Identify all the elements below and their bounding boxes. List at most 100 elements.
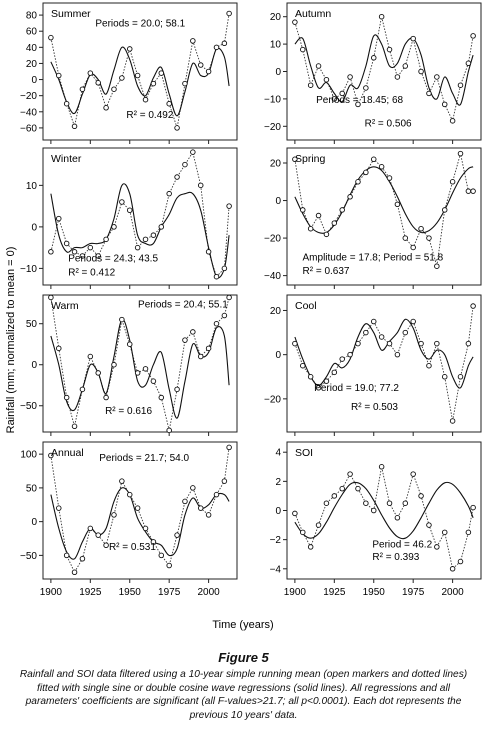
annotation-summer: R² = 0.492 bbox=[126, 110, 173, 121]
observed-point-annual bbox=[119, 478, 125, 484]
observed-point-warm bbox=[174, 386, 180, 393]
observed-point-cool bbox=[449, 418, 456, 424]
observed-point-annual bbox=[134, 505, 141, 511]
observed-point-winter bbox=[87, 244, 94, 251]
y-tick-label-soi: −2 bbox=[270, 535, 282, 546]
x-tick-label-annual: 1950 bbox=[119, 587, 142, 598]
panel-warm: −50 0 50 Warm Periods = 20.4; 55.1 R² = 0.616 bbox=[20, 294, 238, 436]
y-tick-label-summer: −20 bbox=[20, 91, 37, 102]
y-tick-label-annual: 50 bbox=[26, 483, 38, 494]
observed-point-spring bbox=[315, 212, 322, 219]
observed-point-annual bbox=[103, 542, 109, 549]
observed-point-warm bbox=[126, 341, 133, 347]
observed-point-soi bbox=[449, 566, 456, 572]
x-tick-label-annual: 1900 bbox=[40, 587, 63, 598]
observed-point-summer bbox=[190, 38, 196, 44]
observed-point-cool bbox=[386, 340, 393, 347]
y-tick-label-annual: 0 bbox=[31, 517, 37, 528]
observed-point-winter bbox=[221, 265, 228, 272]
fitted-curve-soi bbox=[294, 481, 474, 540]
annotation-cool: Period = 19.0; 77.2 bbox=[314, 383, 399, 394]
observed-point-warm bbox=[48, 294, 54, 301]
panel-spring: −40 −20 0 20 Spring Amplitude = 17.8; Period … bbox=[264, 147, 482, 289]
observed-point-cool bbox=[370, 318, 377, 325]
panel-title-annual: Annual bbox=[51, 447, 84, 459]
observed-line-spring bbox=[294, 153, 474, 267]
annotation-autumn: R² = 0.506 bbox=[365, 118, 412, 129]
observed-point-winter bbox=[48, 249, 54, 255]
observed-point-soi bbox=[470, 504, 476, 511]
observed-point-annual bbox=[158, 552, 165, 559]
observed-point-cool bbox=[315, 385, 322, 391]
observed-point-summer bbox=[71, 123, 78, 130]
observed-point-autumn bbox=[434, 74, 440, 80]
observed-point-warm bbox=[79, 386, 86, 393]
observed-point-warm bbox=[205, 345, 212, 352]
observed-point-spring bbox=[410, 244, 416, 251]
y-tick-label-spring: −20 bbox=[264, 234, 281, 245]
observed-point-warm bbox=[226, 294, 232, 301]
observed-point-soi bbox=[402, 500, 409, 506]
observed-point-spring bbox=[434, 263, 440, 269]
observed-point-summer bbox=[63, 100, 70, 107]
panel-title-winter: Winter bbox=[51, 153, 82, 165]
observed-point-summer bbox=[111, 86, 117, 92]
y-tick-label-spring: 20 bbox=[270, 159, 282, 170]
observed-point-soi bbox=[307, 544, 314, 550]
annotation-winter: R² = 0.412 bbox=[68, 267, 115, 278]
observed-point-winter bbox=[119, 199, 125, 205]
observed-point-summer bbox=[174, 125, 180, 131]
observed-point-autumn bbox=[378, 13, 385, 20]
observed-point-winter bbox=[182, 161, 188, 168]
panel-frame-summer bbox=[42, 2, 238, 141]
panel-title-soi: SOI bbox=[295, 447, 313, 459]
y-tick-label-cool: −20 bbox=[264, 394, 281, 405]
observed-point-winter bbox=[71, 249, 78, 255]
x-axis-label: Time (years) bbox=[212, 619, 273, 631]
observed-point-autumn bbox=[355, 101, 361, 108]
y-tick-label-annual: −50 bbox=[20, 551, 37, 562]
observed-point-winter bbox=[103, 236, 109, 243]
observed-point-soi bbox=[331, 493, 338, 499]
observed-point-spring bbox=[465, 188, 472, 194]
observed-point-warm bbox=[182, 337, 188, 343]
observed-point-soi bbox=[465, 529, 472, 536]
observed-point-winter bbox=[174, 174, 180, 180]
x-tick-label-annual: 2000 bbox=[197, 587, 220, 598]
observed-point-summer bbox=[205, 68, 212, 75]
observed-point-warm bbox=[103, 394, 109, 401]
panel-title-autumn: Autumn bbox=[295, 8, 331, 20]
observed-point-annual bbox=[226, 444, 232, 451]
observed-point-warm bbox=[166, 427, 172, 434]
observed-point-spring bbox=[323, 231, 330, 238]
observed-point-cool bbox=[307, 374, 314, 380]
panel-soi: −4 −2 0 2 4 1900 1925 1950 1975 2000 SOI Period = 4… bbox=[270, 441, 482, 598]
observed-point-annual bbox=[87, 525, 94, 532]
observed-point-cool bbox=[457, 374, 464, 380]
observed-point-spring bbox=[394, 201, 401, 208]
x-tick-label-soi: 1925 bbox=[323, 587, 346, 598]
observed-point-annual bbox=[150, 539, 157, 545]
observed-point-winter bbox=[158, 224, 165, 230]
y-tick-label-summer: −60 bbox=[20, 123, 37, 134]
observed-point-autumn bbox=[441, 101, 448, 108]
y-tick-label-warm: −50 bbox=[20, 401, 37, 412]
observed-point-annual bbox=[71, 569, 78, 576]
observed-point-winter bbox=[56, 215, 62, 222]
observed-point-annual bbox=[166, 562, 172, 569]
y-tick-label-autumn: 10 bbox=[270, 40, 282, 51]
y-tick-label-soi: 2 bbox=[275, 477, 281, 488]
observed-point-warm bbox=[150, 378, 157, 384]
observed-point-soi bbox=[441, 529, 448, 536]
observed-point-soi bbox=[355, 485, 361, 492]
figure-title: Figure 5 bbox=[218, 650, 269, 665]
observed-point-cool bbox=[331, 369, 338, 376]
observed-point-soi bbox=[426, 522, 432, 528]
observed-point-spring bbox=[300, 207, 306, 213]
observed-point-soi bbox=[323, 500, 330, 506]
observed-point-cool bbox=[339, 356, 345, 362]
observed-point-annual bbox=[48, 452, 54, 459]
observed-point-cool bbox=[441, 374, 448, 380]
observed-point-autumn bbox=[323, 76, 330, 83]
